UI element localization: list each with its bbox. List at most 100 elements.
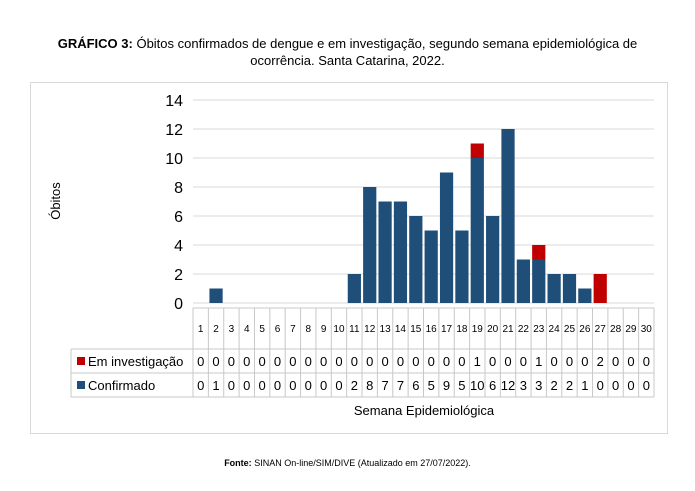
bar-confirmado [424, 230, 438, 303]
data-label: 0 [397, 354, 404, 369]
data-label: 0 [381, 354, 388, 369]
x-tick-label: 2 [213, 324, 219, 335]
bar-confirmado [470, 158, 484, 303]
data-label: 0 [228, 354, 235, 369]
data-label: 12 [501, 378, 515, 393]
source-text: SINAN On-line/SIM/DIVE (Atualizado em 27… [254, 458, 471, 468]
data-label: 0 [305, 378, 312, 393]
chart-frame: 0 2 4 6 8 10 12 14 Óbitos 1 2 3 4 5 6 7 8 9 10 11 12 13 14 15 16… [30, 82, 668, 434]
data-label: 0 [289, 354, 296, 369]
data-label: 8 [366, 378, 373, 393]
x-tick-label: 1 [198, 324, 204, 335]
data-label: 0 [627, 354, 634, 369]
y-tick-label: 0 [174, 296, 183, 313]
caption-text: Óbitos confirmados de dengue e em invest… [136, 36, 638, 68]
bar-confirmado [486, 216, 500, 303]
data-label: 0 [259, 354, 266, 369]
data-label: 0 [320, 354, 327, 369]
bar-em-investigacao [593, 274, 607, 303]
y-tick-label: 10 [165, 151, 183, 168]
legend-swatch [77, 357, 85, 365]
data-label: 0 [274, 354, 281, 369]
data-label: 0 [643, 378, 650, 393]
x-tick-label: 12 [364, 324, 376, 335]
data-label: 0 [581, 354, 588, 369]
x-tick-label: 30 [641, 324, 653, 335]
bar-confirmado [532, 259, 546, 303]
bar-confirmado [547, 274, 561, 303]
data-label: 0 [566, 354, 573, 369]
y-axis-label: Óbitos [48, 182, 63, 220]
caption-label: GRÁFICO 3: [57, 36, 133, 51]
data-label: 0 [259, 378, 266, 393]
data-label: 7 [397, 378, 404, 393]
x-tick-label: 3 [229, 324, 235, 335]
legend-label: Confirmado [88, 378, 155, 393]
bar-confirmado [562, 274, 577, 303]
x-tick-label: 23 [533, 324, 545, 335]
data-label: 6 [489, 378, 496, 393]
data-label: 0 [243, 378, 250, 393]
data-label: 0 [335, 354, 342, 369]
bar-confirmado [516, 259, 530, 303]
x-tick-label: 27 [595, 324, 607, 335]
bar-confirmado [578, 288, 592, 303]
bar-confirmado [209, 288, 223, 303]
data-label: 0 [351, 354, 358, 369]
bar-confirmado [347, 274, 361, 303]
bar-confirmado [501, 129, 515, 303]
source-note: Fonte: SINAN On-line/SIM/DIVE (Atualizad… [0, 458, 695, 468]
x-axis-label: Semana Epidemiológica [354, 403, 495, 418]
x-tick-label: 15 [410, 324, 422, 335]
data-label: 0 [612, 354, 619, 369]
bar-confirmado [378, 201, 392, 303]
data-label: 0 [597, 378, 604, 393]
data-label: 0 [274, 378, 281, 393]
data-label: 6 [412, 378, 419, 393]
data-label: 0 [627, 378, 634, 393]
data-label: 0 [612, 378, 619, 393]
y-tick-label: 2 [174, 267, 183, 284]
bar-confirmado [393, 201, 408, 303]
data-label: 0 [335, 378, 342, 393]
data-label: 0 [243, 354, 250, 369]
data-label: 3 [535, 378, 542, 393]
x-tick-label: 22 [518, 324, 530, 335]
data-label: 0 [212, 354, 219, 369]
y-tick-label: 6 [174, 209, 183, 226]
y-tick-label: 12 [165, 122, 183, 139]
bar-confirmado [439, 172, 454, 303]
x-tick-label: 19 [472, 324, 484, 335]
data-label: 0 [643, 354, 650, 369]
data-label: 1 [581, 378, 588, 393]
data-label: 0 [412, 354, 419, 369]
data-label: 3 [520, 378, 527, 393]
x-tick-label: 11 [349, 324, 360, 335]
data-label: 0 [443, 354, 450, 369]
x-tick-label: 7 [290, 324, 296, 335]
x-tick-label: 14 [395, 324, 407, 335]
data-label: 10 [470, 378, 484, 393]
bar-confirmado [455, 230, 469, 303]
legend-label: Em investigação [88, 354, 183, 369]
data-label: 1 [535, 354, 542, 369]
data-label: 2 [597, 354, 604, 369]
x-tick-label: 17 [441, 324, 453, 335]
data-label: 0 [550, 354, 557, 369]
data-label: 0 [366, 354, 373, 369]
bar-em-investigacao [470, 143, 484, 158]
x-tick-label: 18 [456, 324, 468, 335]
bar-confirmado [409, 216, 423, 303]
y-tick-label: 14 [165, 93, 183, 110]
data-label: 0 [489, 354, 496, 369]
x-tick-label: 25 [564, 324, 576, 335]
data-label: 1 [212, 378, 219, 393]
chart-caption: GRÁFICO 3: Óbitos confirmados de dengue … [40, 35, 655, 69]
data-label: 0 [504, 354, 511, 369]
source-label: Fonte: [224, 458, 252, 468]
data-label: 0 [458, 354, 465, 369]
data-label: 0 [428, 354, 435, 369]
x-tick-label: 10 [333, 324, 345, 335]
data-label: 0 [197, 354, 204, 369]
